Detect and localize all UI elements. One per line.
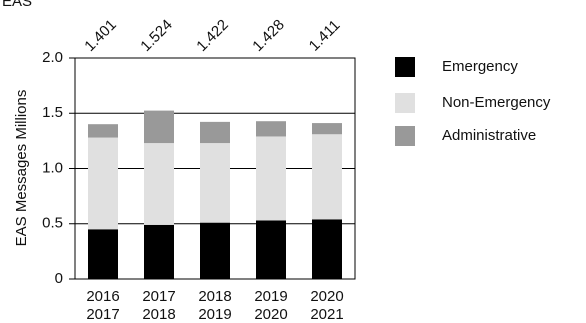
legend-swatch [395,57,415,77]
chart-title: EAS [2,0,32,10]
x-tick-label: 2019 [198,306,231,323]
bar-segment [200,121,230,144]
y-tick-label: 0.5 [42,215,63,232]
legend-label: Non-Emergency [442,94,551,111]
x-tick-label: 2016 [86,288,119,305]
legend-swatch [395,126,415,146]
bar-segment [256,121,286,137]
bar-segment [144,143,174,225]
y-tick-label: 2.0 [42,49,63,66]
legend-swatch [395,93,415,113]
bar-segment [312,219,342,279]
y-tick-label: 0 [55,270,63,287]
bar-segment [88,229,118,279]
y-axis-label: EAS Messages Millions [13,90,30,247]
x-tick-label: 2018 [142,306,175,323]
legend-label: Emergency [442,58,518,75]
bar-segment [144,110,174,144]
legend-label: Administrative [442,127,536,144]
bar-segment [312,134,342,220]
bar-segment [200,143,230,223]
x-tick-label: 2021 [310,306,343,323]
x-tick-label: 2020 [310,288,343,305]
total-label: 1.401 [81,16,120,55]
y-tick-label: 1.5 [42,104,63,121]
x-tick-label: 2020 [254,306,287,323]
x-tick-label: 2019 [254,288,287,305]
bar-segment [88,137,118,230]
x-tick-label: 2017 [142,288,175,305]
y-tick-label: 1.0 [42,159,63,176]
bar-segment [256,220,286,279]
x-tick-label: 2018 [198,288,231,305]
total-label: 1.524 [137,16,176,55]
plot-frame [74,57,356,280]
x-tick-label: 2017 [86,306,119,323]
bar-segment [144,224,174,279]
bar-segment [312,123,342,135]
bar-segment [256,136,286,221]
bar-segment [200,222,230,279]
total-label: 1.428 [249,16,288,55]
bar-segment [88,124,118,138]
total-label: 1.411 [306,17,344,55]
total-label: 1.422 [193,16,232,55]
